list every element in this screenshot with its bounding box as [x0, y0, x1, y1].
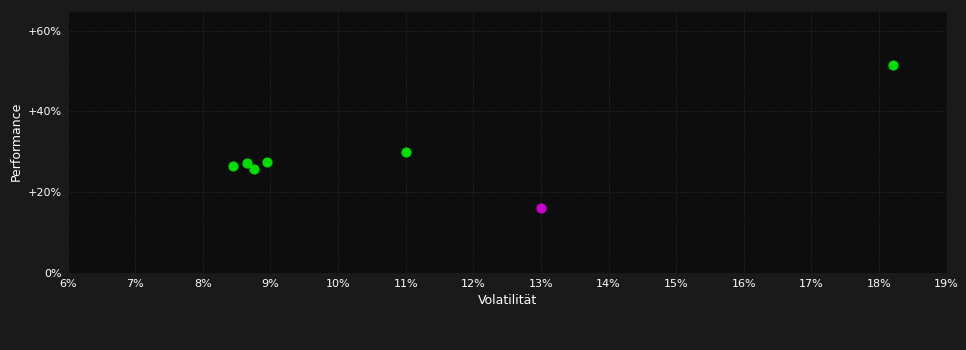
Point — [226, 163, 242, 169]
Y-axis label: Performance: Performance — [10, 102, 22, 181]
Point — [259, 159, 274, 165]
Point — [885, 62, 900, 68]
Point — [533, 205, 549, 211]
Point — [240, 160, 255, 166]
Point — [245, 166, 261, 172]
Point — [398, 149, 413, 155]
X-axis label: Volatilität: Volatilität — [477, 294, 537, 307]
